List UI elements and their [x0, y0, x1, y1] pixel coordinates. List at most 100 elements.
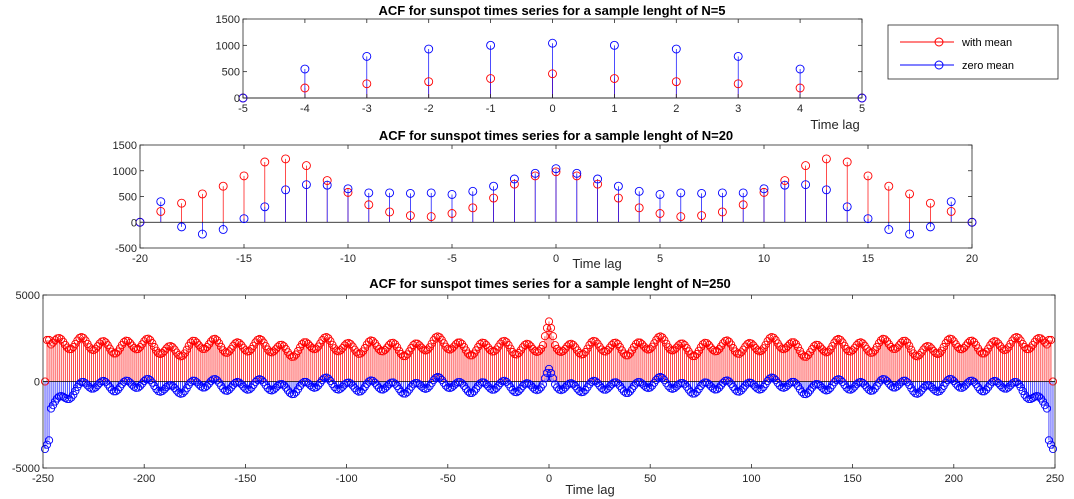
- point-with-mean: [435, 333, 444, 342]
- y-tick-label: -500: [115, 243, 137, 255]
- point-zero-mean: [848, 384, 857, 393]
- point-with-mean: [192, 338, 201, 347]
- point-zero-mean: [569, 380, 578, 389]
- point-zero-mean: [880, 375, 890, 384]
- point-zero-mean: [306, 381, 315, 390]
- point-zero-mean: [575, 386, 584, 396]
- point-zero-mean: [362, 51, 372, 61]
- point-with-mean: [848, 346, 857, 355]
- point-with-mean: [502, 338, 511, 347]
- point-with-mean: [156, 206, 166, 216]
- point-zero-mean: [674, 380, 683, 389]
- point-with-mean: [178, 351, 187, 360]
- point-with-mean: [374, 345, 384, 354]
- point-with-mean: [190, 336, 199, 345]
- point-with-mean: [397, 350, 406, 359]
- point-with-mean: [690, 351, 699, 361]
- chart-title-n20: ACF for sunspot times series for a sampl…: [379, 128, 733, 143]
- point-with-mean: [808, 344, 817, 353]
- point-zero-mean: [451, 379, 460, 388]
- point-with-mean: [93, 342, 102, 351]
- point-zero-mean: [804, 388, 813, 397]
- point-zero-mean: [935, 387, 944, 396]
- point-with-mean: [548, 69, 557, 79]
- point-with-mean: [909, 349, 918, 358]
- point-zero-mean: [870, 384, 879, 393]
- point-zero-mean: [749, 380, 758, 389]
- point-zero-mean: [257, 375, 266, 385]
- point-zero-mean: [806, 386, 815, 395]
- point-zero-mean: [468, 186, 478, 196]
- point-with-mean: [775, 342, 784, 351]
- point-with-mean: [285, 351, 294, 360]
- point-with-mean: [486, 346, 495, 355]
- point-zero-mean: [202, 381, 211, 390]
- point-zero-mean: [548, 38, 557, 48]
- point-zero-mean: [553, 383, 562, 392]
- x-tick-label: -5: [447, 253, 457, 265]
- point-zero-mean: [534, 385, 543, 394]
- point-with-mean: [362, 340, 371, 349]
- point-with-mean: [1014, 333, 1023, 343]
- point-zero-mean: [138, 379, 147, 388]
- point-zero-mean: [757, 384, 766, 394]
- chart-title-n5: ACF for sunspot times series for a sampl…: [378, 3, 725, 18]
- point-with-mean: [540, 332, 550, 341]
- point-zero-mean: [461, 384, 471, 393]
- point-zero-mean: [426, 188, 436, 198]
- point-with-mean: [364, 337, 373, 346]
- point-with-mean: [935, 349, 944, 358]
- point-zero-mean: [785, 379, 794, 388]
- point-with-mean: [298, 339, 307, 349]
- point-with-mean: [797, 350, 807, 359]
- point-with-mean: [312, 344, 321, 353]
- chart-title-n250: ACF for sunspot times series for a sampl…: [369, 276, 731, 291]
- point-with-mean: [863, 171, 873, 181]
- point-zero-mean: [994, 378, 1003, 388]
- point-zero-mean: [95, 378, 104, 388]
- point-zero-mean: [826, 383, 835, 393]
- point-zero-mean: [581, 386, 590, 395]
- point-zero-mean: [801, 180, 811, 190]
- legend-box: [887, 24, 1059, 80]
- point-zero-mean: [184, 380, 193, 389]
- stems-n250: [40, 317, 1058, 454]
- point-with-mean: [95, 339, 104, 348]
- axes-n20: -20 -15 -10 -5 0 5 10 15 20 -500 0 500 1000 1500: [113, 140, 979, 265]
- point-with-mean: [218, 181, 228, 191]
- point-zero-mean: [273, 381, 282, 390]
- point-with-mean: [595, 342, 604, 351]
- point-zero-mean: [468, 388, 477, 397]
- point-with-mean: [753, 346, 762, 355]
- point-zero-mean: [130, 382, 139, 391]
- point-with-mean: [862, 344, 871, 353]
- point-zero-mean: [247, 383, 256, 392]
- point-zero-mean: [281, 185, 291, 195]
- point-zero-mean: [860, 380, 869, 389]
- point-with-mean: [572, 171, 582, 181]
- point-zero-mean: [725, 377, 734, 386]
- x-tick-label: 2: [673, 103, 679, 115]
- point-zero-mean: [901, 376, 910, 385]
- point-with-mean: [174, 351, 183, 360]
- point-with-mean: [482, 340, 491, 350]
- point-zero-mean: [731, 385, 740, 394]
- point-zero-mean: [943, 376, 952, 385]
- point-with-mean: [109, 349, 118, 358]
- point-with-mean: [915, 351, 924, 360]
- point-with-mean: [905, 341, 914, 350]
- point-zero-mean: [976, 385, 985, 394]
- point-zero-mean: [324, 374, 333, 383]
- point-with-mean: [85, 343, 94, 352]
- point-zero-mean: [1022, 393, 1031, 402]
- point-zero-mean: [447, 189, 457, 199]
- point-with-mean: [769, 333, 778, 342]
- point-zero-mean: [107, 385, 116, 394]
- point-zero-mean: [177, 222, 187, 232]
- point-zero-mean: [969, 377, 979, 386]
- point-zero-mean: [631, 379, 641, 388]
- point-with-mean: [1038, 336, 1047, 345]
- point-with-mean: [646, 344, 655, 353]
- point-zero-mean: [864, 385, 873, 394]
- point-with-mean: [593, 179, 603, 189]
